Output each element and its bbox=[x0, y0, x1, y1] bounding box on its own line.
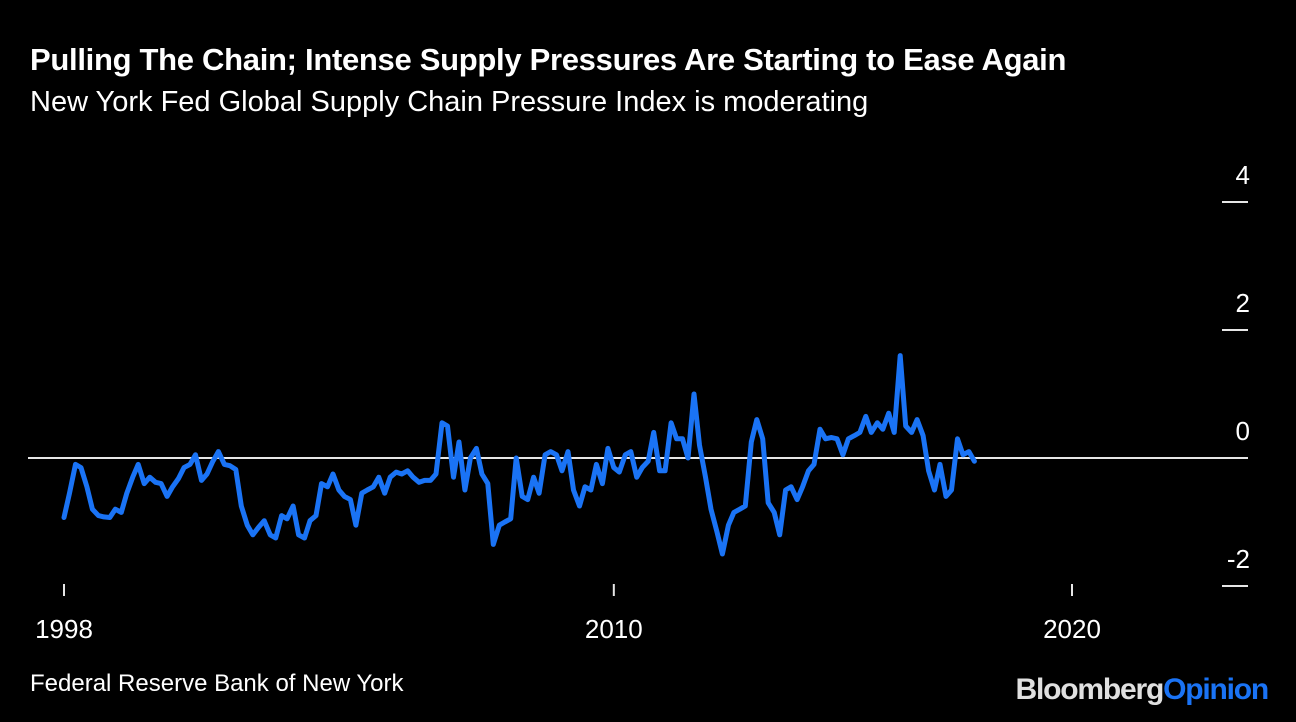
source-note: Federal Reserve Bank of New York bbox=[30, 670, 404, 697]
y-tick-label: -2 bbox=[1227, 544, 1250, 574]
y-tick-label: 0 bbox=[1236, 416, 1250, 446]
y-tick-label: 2 bbox=[1236, 288, 1250, 318]
logo-section: Opinion bbox=[1163, 673, 1269, 706]
x-tick-label: 2020 bbox=[1043, 614, 1101, 644]
series-line bbox=[61, 353, 977, 557]
bloomberg-opinion-logo: BloombergOpinion bbox=[1015, 673, 1270, 707]
series-layer bbox=[61, 353, 977, 557]
chart-subtitle: New York Fed Global Supply Chain Pressur… bbox=[30, 86, 869, 118]
logo-brand: Bloomberg bbox=[1015, 673, 1165, 706]
x-tick-label: 2010 bbox=[585, 614, 643, 644]
chart-title: Pulling The Chain; Intense Supply Pressu… bbox=[30, 42, 1067, 77]
axes: -2 0 2 4 1998 2010 2020 bbox=[28, 160, 1250, 644]
y-tick-label: 4 bbox=[1236, 160, 1250, 190]
x-tick-label: 1998 bbox=[35, 614, 93, 644]
